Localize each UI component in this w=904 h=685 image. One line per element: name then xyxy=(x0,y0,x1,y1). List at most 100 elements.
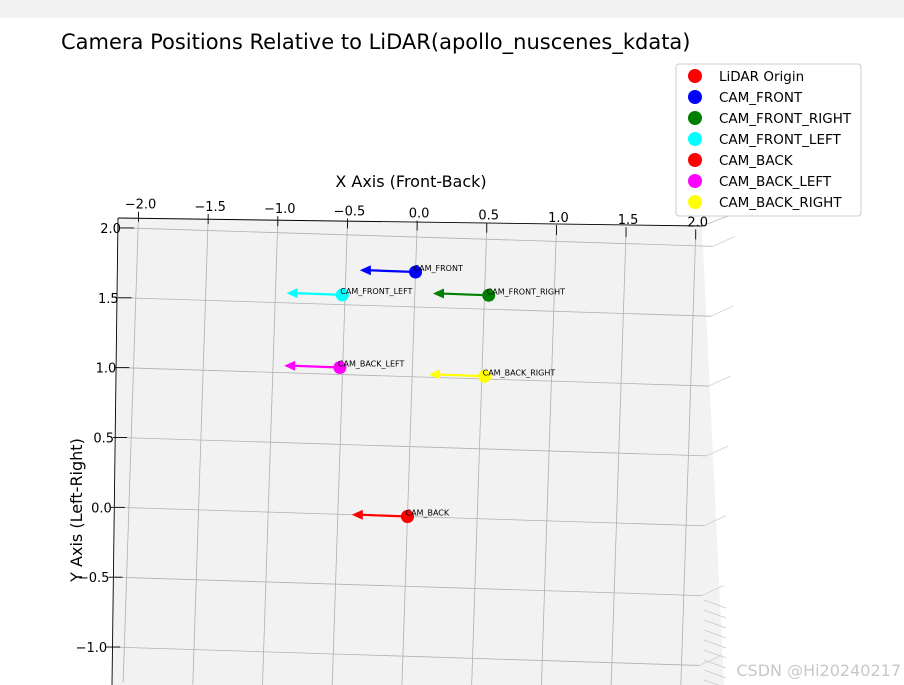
legend-frame xyxy=(675,63,862,217)
arrow-head xyxy=(286,288,298,299)
grid-line-x xyxy=(471,225,488,685)
arrow-head xyxy=(359,265,371,276)
legend-marker xyxy=(688,69,702,83)
x-tick-label: −0.5 xyxy=(334,204,366,219)
y-tick-label: −1.0 xyxy=(76,641,108,656)
legend-label: CAM_FRONT_LEFT xyxy=(719,132,842,148)
grid-lines xyxy=(110,214,714,685)
direction-arrow xyxy=(360,513,408,518)
point-label: CAM_FRONT xyxy=(414,264,463,273)
direction-arrow xyxy=(293,364,340,369)
depth-line xyxy=(710,305,734,317)
depth-line xyxy=(703,659,727,669)
depth-line xyxy=(703,609,727,619)
y-tick-label: 2.0 xyxy=(100,222,121,237)
chart-title: Camera Positions Relative to LiDAR(apoll… xyxy=(61,30,691,55)
depth-line xyxy=(703,649,727,659)
grid-line-y xyxy=(124,227,714,247)
legend-marker xyxy=(688,153,702,167)
direction-arrow xyxy=(441,292,489,297)
depth-line xyxy=(703,619,727,629)
y-tick-label: 1.0 xyxy=(96,362,117,377)
arrow-head xyxy=(428,369,440,380)
depth-line xyxy=(713,236,736,247)
grid-line-x xyxy=(122,214,139,683)
axes xyxy=(111,215,729,685)
x-tick-label: −2.0 xyxy=(125,198,157,213)
point-label: CAM_FRONT_LEFT xyxy=(340,287,412,296)
point-label: CAM_FRONT_RIGHT xyxy=(487,287,565,296)
x-tick-label: 1.5 xyxy=(618,213,639,228)
y-tick-label: 0.0 xyxy=(91,501,112,516)
legend-marker xyxy=(688,132,702,146)
y-ticks: 2.0 1.5 1.0 0.5 0.0 −0.5 −1.0 xyxy=(76,222,134,656)
depth-line xyxy=(703,669,727,679)
x-axis-line xyxy=(117,217,703,227)
grid-line-y xyxy=(121,297,711,317)
y-tick-label: −0.5 xyxy=(78,571,110,586)
pane-right-edge xyxy=(701,215,729,227)
x-tick-label: −1.0 xyxy=(264,202,296,217)
x-ticks: −2.0 −1.5 −1.0 −0.5 0.0 0.5 1.0 1.5 2.0 xyxy=(125,198,708,240)
legend: LiDAR Origin CAM_FRONT CAM_FRONT_RIGHT CAM_… xyxy=(675,63,862,217)
watermark: CSDN @Hi20240217 xyxy=(736,661,901,680)
direction-arrow xyxy=(368,269,416,274)
legend-marker xyxy=(688,90,702,104)
depth-line xyxy=(708,375,731,387)
point-cam-front-right xyxy=(482,288,496,302)
point-cam-back xyxy=(401,510,414,523)
grid-line-x xyxy=(262,218,279,685)
data-marks: CAM_BACK CAM_FRONT CAM_FRONT_RIGHT CAM_FRON… xyxy=(284,264,565,523)
arrow-head xyxy=(351,509,363,520)
point-label: CAM_BACK_RIGHT xyxy=(483,368,556,377)
depth-line xyxy=(703,629,727,639)
legend-marker xyxy=(688,111,702,125)
x-tick-label: 2.0 xyxy=(687,215,708,230)
grid-line-x xyxy=(680,231,697,685)
y-axis-label: Y Axis (Left-Right) xyxy=(67,438,86,583)
plot-pane xyxy=(112,218,724,685)
depth-line xyxy=(703,599,727,609)
depth-line xyxy=(703,515,727,527)
point-cam-front xyxy=(409,265,423,279)
direction-arrow xyxy=(295,292,343,296)
x-tick-label: 1.0 xyxy=(548,211,569,226)
top-bar xyxy=(0,0,904,18)
arrow-head xyxy=(432,288,444,299)
grid-line-x xyxy=(401,223,418,685)
point-label: CAM_BACK xyxy=(406,509,450,518)
x-tick-label: 0.5 xyxy=(478,209,499,224)
legend-label: LiDAR Origin xyxy=(719,69,804,85)
depth-line xyxy=(699,655,722,666)
x-tick-label: −1.5 xyxy=(194,200,226,215)
grid-line-x xyxy=(610,229,627,685)
point-cam-back-left xyxy=(333,361,347,375)
depth-line xyxy=(706,445,729,457)
y-tick-label: 0.5 xyxy=(93,431,114,446)
grid-line-x xyxy=(192,216,209,685)
point-cam-back-right xyxy=(478,369,492,383)
grid-line-x xyxy=(540,227,557,685)
grid-line-y xyxy=(110,646,700,666)
grid-line-y xyxy=(119,367,709,387)
x-axis-label: X Axis (Front-Back) xyxy=(335,172,486,191)
y-axis-line xyxy=(111,217,119,685)
depth-line xyxy=(701,585,724,596)
legend-label: CAM_BACK_RIGHT xyxy=(719,195,842,211)
depth-line xyxy=(703,639,727,649)
grid-line-y xyxy=(112,576,702,596)
legend-label: CAM_FRONT_RIGHT xyxy=(719,111,852,127)
x-tick-label: 0.0 xyxy=(409,207,430,222)
legend-label: CAM_BACK xyxy=(719,153,794,169)
pane-depth-edges xyxy=(699,236,736,685)
grid-line-y xyxy=(117,437,707,457)
point-cam-front-left xyxy=(335,288,349,302)
y-tick-label: 1.5 xyxy=(98,292,119,307)
depth-line xyxy=(703,679,719,685)
direction-arrow xyxy=(437,373,485,378)
arrow-head xyxy=(284,360,296,371)
legend-marker xyxy=(688,195,702,209)
point-label: CAM_BACK_LEFT xyxy=(338,360,405,369)
legend-marker xyxy=(688,174,702,188)
